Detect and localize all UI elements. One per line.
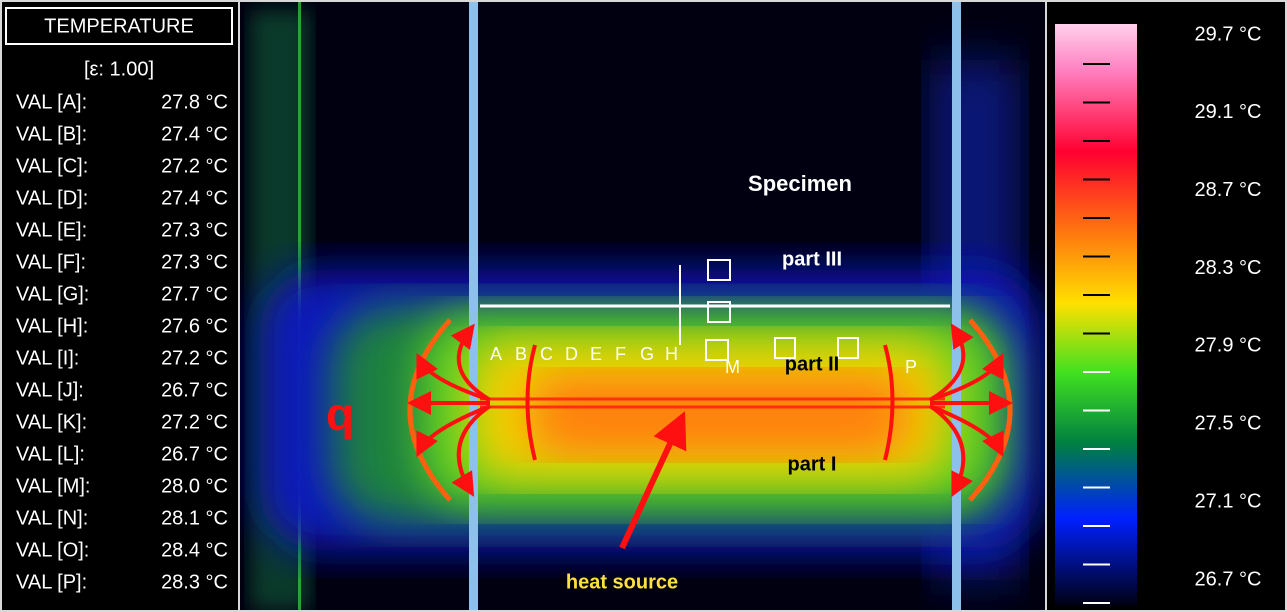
marker-label: P [905, 357, 917, 377]
scale-label: 27.5 °C [1195, 413, 1262, 435]
specimen-edge [952, 2, 961, 610]
specimen-edge [469, 2, 478, 610]
scale-label: 26.7 °C [1195, 568, 1262, 590]
measurement-value: 27.6 °C [161, 315, 228, 337]
measurement-label: VAL [G]: [16, 283, 89, 305]
measurement-label: VAL [N]: [16, 507, 88, 529]
measurement-value: 27.8 °C [161, 91, 228, 113]
scale-label: 28.7 °C [1195, 179, 1262, 201]
part-label: part II [785, 353, 839, 375]
part-label: part III [782, 248, 842, 270]
title-box [5, 7, 233, 45]
emissivity: [ε: 1.00] [84, 58, 154, 80]
marker-label: B [515, 344, 527, 364]
color-scale [1055, 24, 1137, 606]
measurement-label: VAL [O]: [16, 539, 89, 561]
marker-label: D [565, 344, 578, 364]
measurement-label: VAL [D]: [16, 187, 88, 209]
marker-label: C [540, 344, 553, 364]
roi-boxes [679, 259, 859, 361]
measurement-label: VAL [H]: [16, 315, 88, 337]
marker-label: A [490, 344, 502, 364]
measurement-label: VAL [L]: [16, 443, 85, 465]
measurement-label: VAL [C]: [16, 155, 88, 177]
measurement-value: 28.1 °C [161, 507, 228, 529]
scale-label: 29.7 °C [1195, 23, 1262, 45]
scale-label: 28.3 °C [1195, 257, 1262, 279]
measurement-value: 26.7 °C [161, 443, 228, 465]
flux-arrows [407, 323, 1013, 498]
source-label: heat source [566, 571, 678, 593]
flux-label: q [326, 388, 354, 440]
measurement-label: VAL [F]: [16, 251, 86, 273]
measurement-value: 27.3 °C [161, 251, 228, 273]
scale-label: 29.1 °C [1195, 101, 1262, 123]
left-panel [2, 2, 238, 610]
measurement-value: 27.2 °C [161, 155, 228, 177]
measurement-label: VAL [A]: [16, 91, 87, 113]
marker-label: E [590, 344, 602, 364]
measurement-value: 26.7 °C [161, 379, 228, 401]
source-arrow [619, 411, 687, 550]
part-label: part I [788, 453, 837, 475]
measurement-value: 28.3 °C [161, 571, 228, 593]
scale-label: 27.1 °C [1195, 490, 1262, 512]
measurement-label: VAL [P]: [16, 571, 87, 593]
scale-label: 27.9 °C [1195, 335, 1262, 357]
measurement-label: VAL [B]: [16, 123, 87, 145]
measurement-value: 28.0 °C [161, 475, 228, 497]
marker-label: M [725, 357, 740, 377]
measurement-value: 27.7 °C [161, 283, 228, 305]
measurement-value: 27.2 °C [161, 411, 228, 433]
measurement-label: VAL [M]: [16, 475, 90, 497]
measurement-value: 27.3 °C [161, 219, 228, 241]
measurement-value: 28.4 °C [161, 539, 228, 561]
measurement-label: VAL [J]: [16, 379, 84, 401]
measurement-value: 27.4 °C [161, 187, 228, 209]
measurement-value: 27.2 °C [161, 347, 228, 369]
specimen-label: Specimen [748, 171, 852, 196]
measurement-value: 27.4 °C [161, 123, 228, 145]
measurement-label: VAL [I]: [16, 347, 79, 369]
panel-title: TEMPERATURE [44, 15, 194, 37]
measurement-label: VAL [K]: [16, 411, 87, 433]
marker-label: F [615, 344, 626, 364]
marker-label: H [665, 344, 678, 364]
marker-label: G [640, 344, 654, 364]
measurement-label: VAL [E]: [16, 219, 87, 241]
